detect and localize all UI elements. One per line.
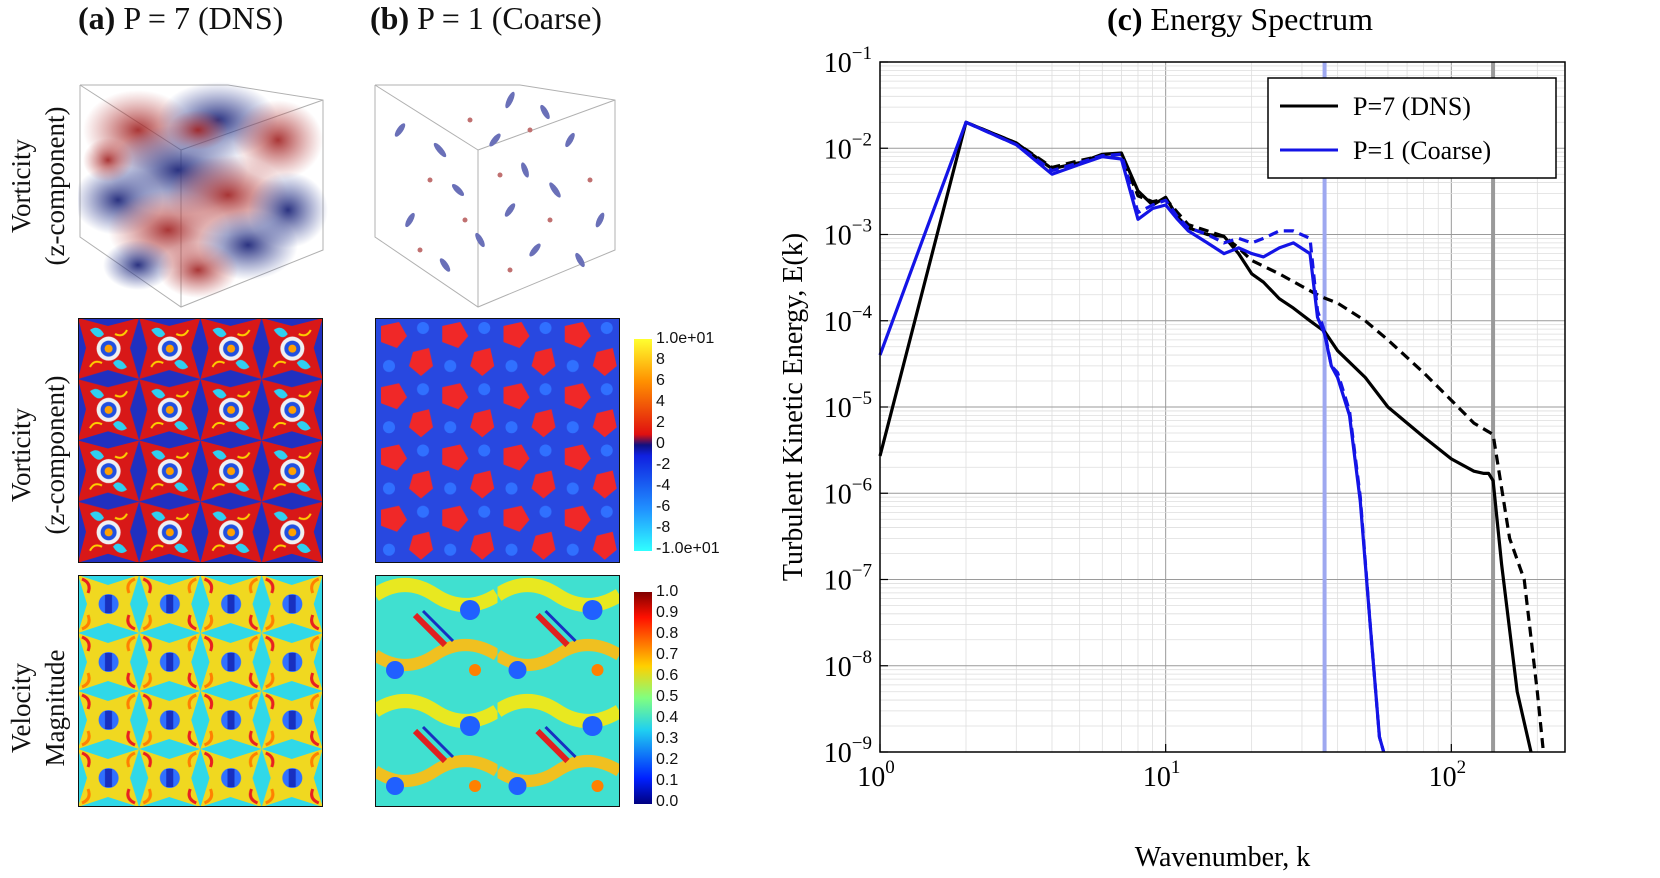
velocity-magnitude-dns xyxy=(78,575,323,807)
legend: P=7 (DNS) P=1 (Coarse) xyxy=(1267,77,1557,179)
column-title-a: (a) P = 7 (DNS) xyxy=(78,0,284,36)
row-label-vorticity-2d: Vorticity (z-component) xyxy=(6,375,70,535)
vorticity-2d-dns xyxy=(78,318,323,563)
column-title-b: (b) P = 1 (Coarse) xyxy=(370,0,602,36)
x-tick-label-0: 100 xyxy=(857,757,895,793)
y-tick-label-8: 10−9 xyxy=(824,733,872,769)
y-tick-label-5: 10−6 xyxy=(824,474,872,510)
vorticity-3d-dns xyxy=(78,82,328,308)
y-tick-label-3: 10−4 xyxy=(824,302,873,338)
y-axis-label: Turbulent Kinetic Energy, E(k) xyxy=(778,233,809,581)
x-tick-label-1: 101 xyxy=(1143,757,1181,793)
velocity-magnitude-coarse xyxy=(375,575,620,807)
vorticity-3d-coarse xyxy=(374,84,616,308)
y-tick-label-2: 10−3 xyxy=(824,216,872,252)
row-label-vorticity-3d: Vorticity (z-component) xyxy=(6,106,70,266)
vorticity-colorbar xyxy=(634,339,652,551)
y-tick-label-4: 10−5 xyxy=(824,388,872,424)
x-tick-label-2: 102 xyxy=(1429,757,1467,793)
legend-label-coarse: P=1 (Coarse) xyxy=(1353,136,1491,165)
y-tick-label-0: 10−1 xyxy=(824,43,872,79)
series-line-2 xyxy=(878,120,1386,753)
y-tick-label-7: 10−8 xyxy=(824,647,872,683)
y-tick-label-6: 10−7 xyxy=(824,561,872,597)
chart-title: (c) Energy Spectrum xyxy=(1107,1,1373,37)
vorticity-2d-coarse xyxy=(375,318,620,563)
series-line-3 xyxy=(965,120,1386,753)
energy-spectrum-chart: (c) Energy Spectrum 100 101 102 10−1 10−2 10−… xyxy=(778,1,1566,873)
row-label-velocity: Velocity Magnitude xyxy=(6,649,70,767)
series-line-1 xyxy=(965,120,1545,753)
x-axis-label: Wavenumber, k xyxy=(1135,842,1310,873)
legend-label-dns: P=7 (DNS) xyxy=(1353,92,1471,121)
y-tick-label-1: 10−2 xyxy=(824,129,872,165)
series-line-0 xyxy=(878,120,1533,753)
velocity-colorbar xyxy=(634,592,652,804)
